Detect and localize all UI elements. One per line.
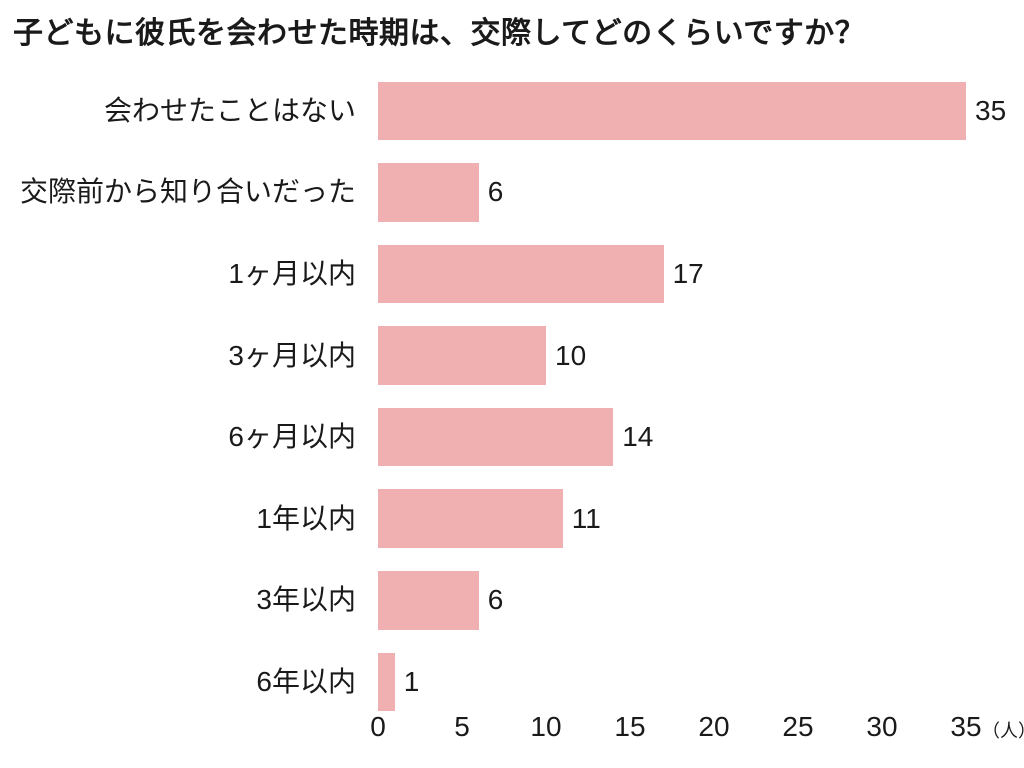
bar: [378, 81, 966, 141]
value-label: 6: [487, 176, 504, 208]
category-label: 3年以内: [256, 584, 356, 616]
bar-rows: 会わせたことはない 35 交際前から知り合いだった 6 1ヶ月以内 17 3ヶ月以内 10 6ヶ…: [0, 70, 1024, 723]
x-axis-tick-label: 30: [866, 711, 898, 742]
x-axis-tick-label: 35: [950, 711, 982, 742]
bar-row: 6年以内 1: [0, 641, 1024, 723]
x-axis-tick-label: 15: [614, 711, 646, 742]
value-label: 17: [672, 257, 704, 289]
category-label: 6年以内: [256, 665, 356, 697]
category-label: 1年以内: [256, 502, 356, 534]
bar-row: 交際前から知り合いだった 6: [0, 152, 1024, 234]
chart-title: 子どもに彼氏を会わせた時期は、交際してどのくらいですか？: [13, 17, 866, 50]
value-label: 11: [571, 502, 601, 534]
bar-row: 3ヶ月以内 10: [0, 315, 1024, 397]
bar: [378, 571, 479, 630]
x-axis: 0 5 10 15 20 25 30 35（人）: [0, 713, 1024, 747]
bar: [378, 652, 395, 712]
category-label: 交際前から知り合いだった: [19, 176, 356, 208]
x-axis-tick-label: 10: [530, 711, 562, 742]
value-label: 1: [403, 665, 420, 697]
bar-row: 1ヶ月以内 17: [0, 233, 1024, 315]
value-label: 35: [975, 94, 1007, 126]
x-axis-tick-label: 5: [454, 711, 470, 742]
category-label: 6ヶ月以内: [228, 421, 356, 453]
bar-row: 3年以内 6: [0, 560, 1024, 642]
x-axis-tick-label: 25: [782, 711, 814, 742]
value-label: 14: [622, 421, 654, 453]
bar: [378, 407, 614, 467]
bar-row: 1年以内 11: [0, 478, 1024, 560]
category-label: 会わせたことはない: [103, 94, 356, 126]
category-label: 1ヶ月以内: [228, 257, 356, 289]
x-axis-tick-label: 20: [698, 711, 730, 742]
value-label: 6: [487, 584, 504, 616]
bar: [378, 244, 664, 304]
bar: [378, 489, 563, 549]
category-label: 3ヶ月以内: [228, 339, 356, 371]
x-axis-tick-label: 0: [370, 711, 386, 742]
bar-row: 会わせたことはない 35: [0, 70, 1024, 152]
x-axis-unit-label: （人）: [982, 721, 1024, 741]
bar: [378, 163, 479, 222]
bar-row: 6ヶ月以内 14: [0, 396, 1024, 478]
bar: [378, 326, 546, 385]
value-label: 10: [555, 339, 587, 371]
